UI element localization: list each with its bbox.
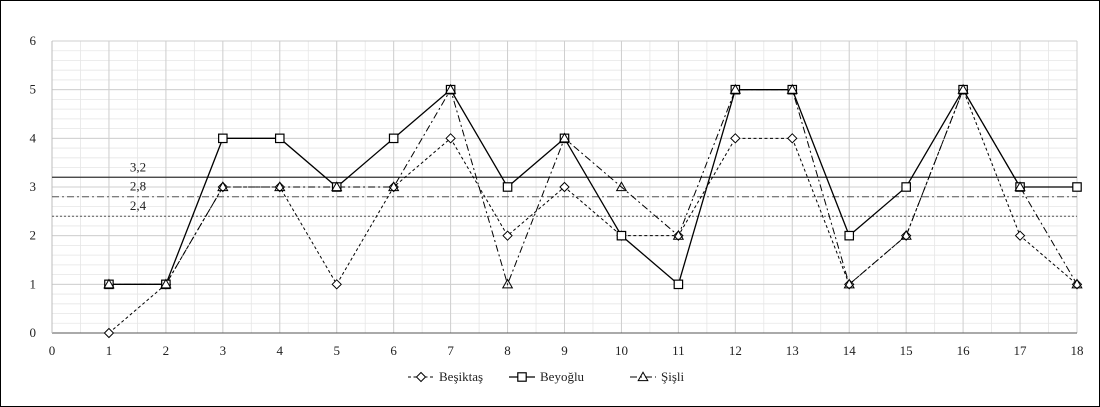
diamond-marker xyxy=(900,230,912,241)
square-marker xyxy=(673,279,684,290)
triangle-marker xyxy=(900,229,912,240)
triangle-marker xyxy=(672,229,685,240)
x-tick-label: 3 xyxy=(220,343,227,358)
x-tick-label: 1 xyxy=(106,343,113,358)
square-marker xyxy=(218,133,228,144)
x-tick-label: 11 xyxy=(672,343,685,358)
square-marker xyxy=(502,182,513,192)
y-tick-label: 0 xyxy=(30,325,37,340)
diamond-marker xyxy=(559,181,570,193)
triangle-marker xyxy=(729,83,741,94)
square-marker xyxy=(517,372,527,382)
series-line-2 xyxy=(108,88,1078,286)
triangle-marker xyxy=(331,181,343,192)
triangle-marker xyxy=(786,83,798,94)
x-tick-label: 0 xyxy=(49,343,56,358)
diamond-marker xyxy=(502,230,513,241)
x-tick-label: 5 xyxy=(333,343,340,358)
reference-line-label: 3,2 xyxy=(130,159,146,174)
legend-entry-label: Şişli xyxy=(661,369,685,384)
diamond-marker xyxy=(445,133,456,144)
square-marker xyxy=(388,133,399,144)
diamond-marker xyxy=(415,371,427,383)
triangle-marker xyxy=(1014,181,1026,192)
x-tick-label: 2 xyxy=(163,343,170,358)
triangle-marker xyxy=(558,132,571,143)
square-marker xyxy=(616,230,627,241)
triangle-marker xyxy=(274,181,286,192)
y-tick-label: 3 xyxy=(30,179,37,194)
diamond-marker xyxy=(1014,230,1026,241)
triangle-marker xyxy=(160,278,172,289)
x-tick-label: 7 xyxy=(447,343,454,358)
x-tick-label: 14 xyxy=(843,343,857,358)
x-tick-label: 6 xyxy=(390,343,397,358)
diamond-marker xyxy=(388,181,399,193)
triangle-marker xyxy=(388,181,400,192)
square-marker xyxy=(901,182,911,192)
triangle-marker xyxy=(217,181,229,192)
triangle-marker xyxy=(444,83,457,94)
triangle-marker xyxy=(103,278,115,289)
diamond-marker xyxy=(844,279,855,290)
y-tick-label: 5 xyxy=(30,82,37,97)
diamond-marker xyxy=(103,327,115,339)
x-tick-label: 4 xyxy=(277,343,284,358)
diamond-marker xyxy=(673,230,684,241)
triangle-marker xyxy=(637,371,649,382)
y-tick-label: 2 xyxy=(30,228,37,243)
x-tick-label: 15 xyxy=(900,343,913,358)
series-line-1 xyxy=(108,88,1077,286)
x-tick-label: 18 xyxy=(1071,343,1084,358)
diamond-marker xyxy=(217,181,229,193)
diamond-marker xyxy=(787,133,798,144)
y-tick-label: 4 xyxy=(30,130,37,145)
triangle-marker xyxy=(957,83,969,94)
diamond-marker xyxy=(274,181,285,193)
diamond-marker xyxy=(1071,279,1083,290)
legend-entry-label: Beyoğlu xyxy=(540,369,585,384)
x-tick-label: 10 xyxy=(615,343,628,358)
legend-entry-label: Beşiktaş xyxy=(439,369,483,384)
series-layer xyxy=(103,83,1083,339)
x-tick-label: 16 xyxy=(957,343,971,358)
x-tick-label: 8 xyxy=(504,343,511,358)
triangle-marker xyxy=(501,278,514,289)
square-marker xyxy=(1072,182,1082,192)
triangle-marker xyxy=(843,278,855,289)
reference-line-label: 2,4 xyxy=(130,198,147,213)
legend: Beşiktaş Beyoğlu Şişli xyxy=(408,369,685,384)
triangle-marker xyxy=(615,181,628,192)
reference-line-label: 2,8 xyxy=(130,179,146,194)
x-tick-label: 17 xyxy=(1014,343,1028,358)
triangle-marker xyxy=(1071,278,1083,289)
x-tick-label: 13 xyxy=(786,343,799,358)
series-line-0 xyxy=(108,88,1078,334)
y-tick-label: 1 xyxy=(30,276,37,291)
diamond-marker xyxy=(730,133,741,144)
x-tick-label: 12 xyxy=(729,343,742,358)
square-marker xyxy=(274,133,285,144)
x-tick-label: 9 xyxy=(561,343,568,358)
diamond-marker xyxy=(331,279,342,290)
y-tick-label: 6 xyxy=(30,33,37,48)
reference-lines: 3,2 2,8 2,4 xyxy=(52,159,1077,217)
square-marker xyxy=(844,230,855,241)
